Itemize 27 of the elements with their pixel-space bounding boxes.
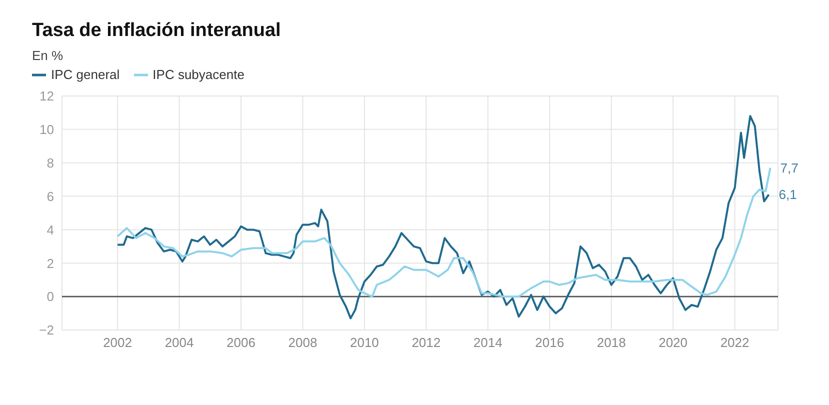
x-tick-label: 2022 <box>720 335 750 350</box>
x-tick-label: 2020 <box>658 335 688 350</box>
y-tick-label: 6 <box>46 188 54 204</box>
y-tick-label: 0 <box>46 289 54 304</box>
line-series <box>116 166 772 298</box>
x-tick-label: 2014 <box>473 335 502 350</box>
legend-label: IPC general <box>51 67 120 82</box>
x-tick-label: 2008 <box>288 335 318 350</box>
annotation: 7,7 <box>780 160 798 176</box>
y-tick-label: 4 <box>46 222 54 238</box>
chart-subtitle: En % <box>32 48 64 63</box>
legend-label: IPC subyacente <box>152 67 244 82</box>
x-tick-label: 2010 <box>350 335 379 350</box>
x-tick-label: 2012 <box>412 335 441 350</box>
annotation: 6,1 <box>778 187 797 202</box>
y-tick-label: −2 <box>39 322 54 338</box>
chart-title: Tasa de inflación interanual <box>32 20 282 42</box>
y-tick-label: 8 <box>46 155 54 170</box>
y-tick-label: 2 <box>46 256 54 271</box>
line-series <box>116 115 770 320</box>
y-tick-label: 12 <box>40 88 54 104</box>
x-tick-label: 2004 <box>164 335 194 350</box>
x-tick-label: 2006 <box>226 335 256 350</box>
x-tick-label: 2016 <box>535 335 564 350</box>
x-tick-label: 2002 <box>103 335 132 350</box>
x-tick-label: 2018 <box>596 335 626 350</box>
y-tick-label: 10 <box>40 122 54 138</box>
